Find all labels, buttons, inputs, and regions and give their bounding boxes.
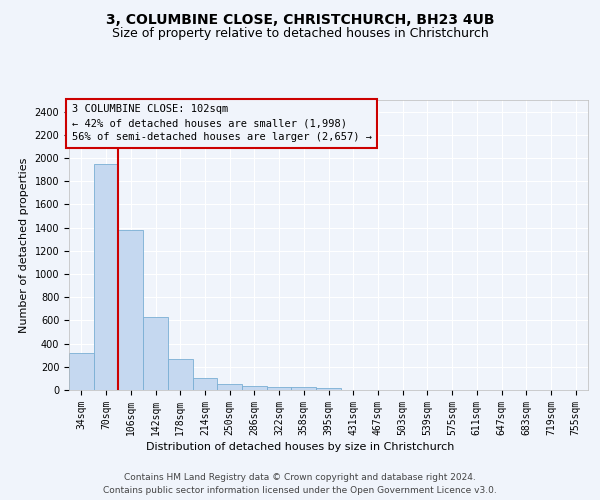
Text: Distribution of detached houses by size in Christchurch: Distribution of detached houses by size … <box>146 442 454 452</box>
Y-axis label: Number of detached properties: Number of detached properties <box>19 158 29 332</box>
Bar <box>193 378 217 390</box>
Text: Contains public sector information licensed under the Open Government Licence v3: Contains public sector information licen… <box>103 486 497 495</box>
Bar <box>143 317 168 390</box>
Bar <box>267 387 292 390</box>
Bar <box>316 388 341 390</box>
Bar <box>69 354 94 390</box>
Bar <box>292 388 316 390</box>
Bar <box>94 164 118 390</box>
Text: 3 COLUMBINE CLOSE: 102sqm
← 42% of detached houses are smaller (1,998)
56% of se: 3 COLUMBINE CLOSE: 102sqm ← 42% of detac… <box>71 104 371 142</box>
Bar <box>118 230 143 390</box>
Text: Contains HM Land Registry data © Crown copyright and database right 2024.: Contains HM Land Registry data © Crown c… <box>124 472 476 482</box>
Text: Size of property relative to detached houses in Christchurch: Size of property relative to detached ho… <box>112 28 488 40</box>
Bar <box>168 358 193 390</box>
Bar <box>242 386 267 390</box>
Text: 3, COLUMBINE CLOSE, CHRISTCHURCH, BH23 4UB: 3, COLUMBINE CLOSE, CHRISTCHURCH, BH23 4… <box>106 12 494 26</box>
Bar <box>217 384 242 390</box>
